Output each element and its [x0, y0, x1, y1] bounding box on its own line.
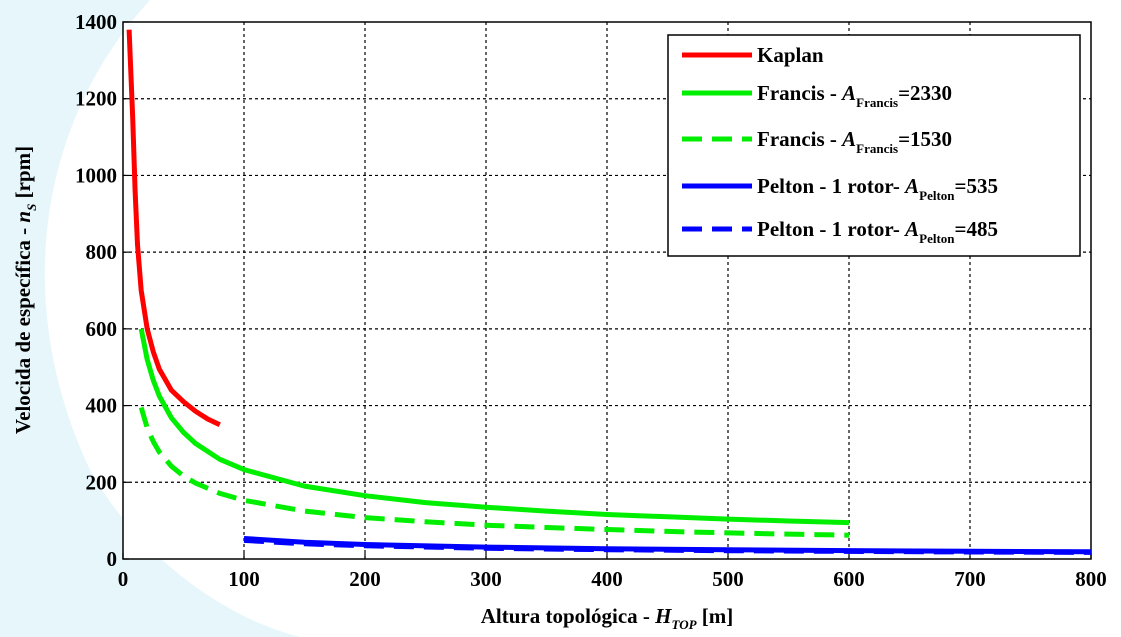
series-line-2 — [138, 328, 850, 526]
ticks: 0 100 200 300 400 500 600 700 800 0 200 400 600 800 10… — [75, 10, 1107, 591]
x-tick-label: 200 — [349, 567, 381, 591]
y-tick-label: 1000 — [75, 163, 117, 187]
series-line-5 — [243, 537, 1092, 555]
series-lines — [126, 29, 1092, 555]
y-tick-label: 1400 — [75, 10, 117, 34]
x-tick-label: 300 — [470, 567, 502, 591]
y-axis-title: Velocida de específica - nS [rpm] — [11, 146, 39, 434]
legend: Kaplan Francis - AFrancis=2330 Francis - A… — [667, 34, 1081, 257]
x-tick-label: 100 — [228, 567, 260, 591]
y-tick-label: 0 — [107, 547, 118, 571]
x-tick-label: 800 — [1075, 567, 1107, 591]
series-line-3 — [138, 406, 850, 538]
y-tick-label: 1200 — [75, 87, 117, 111]
x-tick-label: 600 — [833, 567, 865, 591]
y-tick-label: 600 — [86, 317, 118, 341]
y-tick-label: 800 — [86, 240, 118, 264]
legend-label-1: Kaplan — [757, 43, 824, 67]
legend-label-2: Francis - AFrancis=2330 — [757, 81, 952, 110]
legend-entries: Kaplan Francis - AFrancis=2330 Francis - A… — [682, 43, 998, 246]
legend-box — [667, 34, 1081, 257]
x-tick-label: 500 — [712, 567, 744, 591]
legend-label-4: Pelton - 1 rotor- APelton=535 — [757, 174, 998, 203]
x-tick-label: 700 — [954, 567, 986, 591]
x-tick-label: 0 — [118, 567, 129, 591]
legend-label-3: Francis - AFrancis=1530 — [757, 127, 952, 156]
series-line-1 — [126, 29, 221, 428]
x-tick-label: 400 — [591, 567, 623, 591]
y-tick-label: 200 — [86, 470, 118, 494]
y-tick-label: 400 — [86, 394, 118, 418]
x-axis-title: Altura topológica - HTOP [m] — [481, 604, 734, 632]
legend-label-5: Pelton - 1 rotor- APelton=485 — [757, 217, 998, 246]
